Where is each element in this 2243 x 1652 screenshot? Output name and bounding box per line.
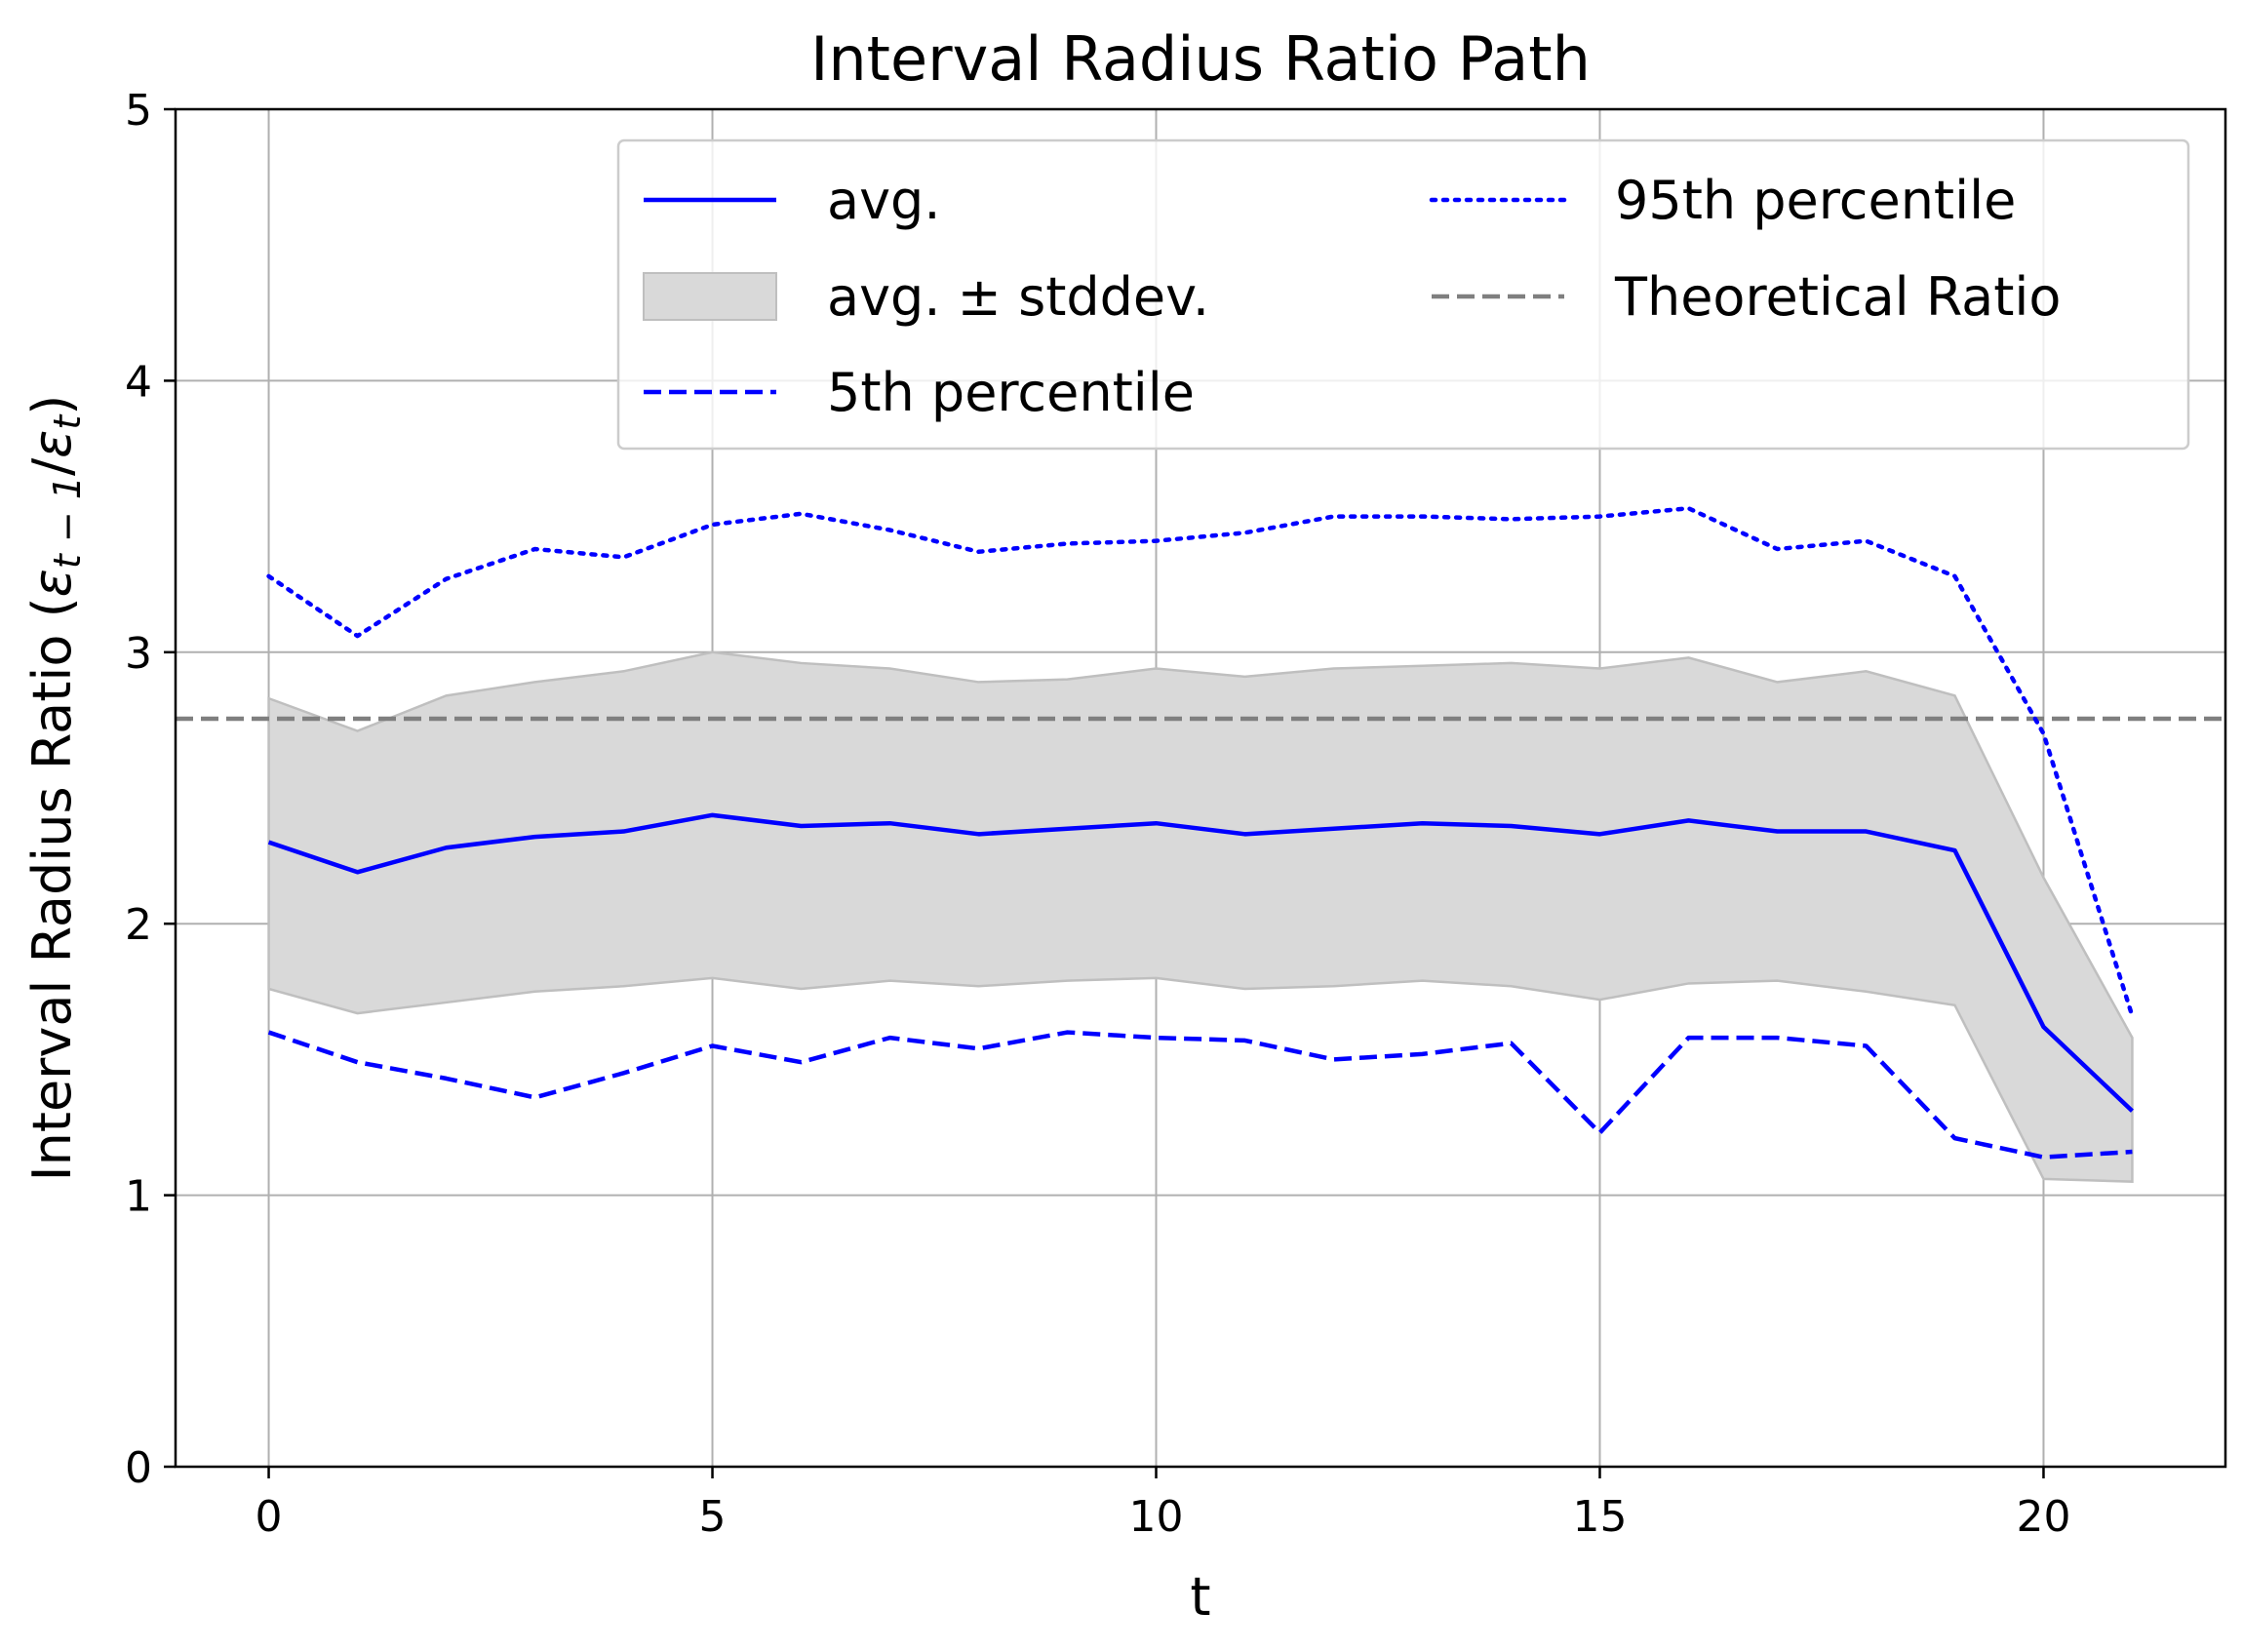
y-tick-label: 2 [125,900,152,950]
series-layer [266,505,2135,1160]
stddev-band-layer [267,650,2134,1183]
y-tick-label: 0 [125,1443,152,1493]
y-axis-label-sub-num: t − 1 [46,476,89,569]
y-axis-label-sub-den: t [46,413,89,430]
legend: avg. avg. ± stddev. 5th percentile 95th per… [616,138,2190,451]
plot-frame [174,107,2227,1469]
legend-label: Theoretical Ratio [1614,266,2061,328]
legend-label: 95th percentile [1615,170,2016,231]
x-tick-label: 5 [699,1492,727,1542]
y-tick-label: 3 [125,629,152,679]
chart-title: Interval Radius Ratio Path [810,23,1591,95]
x-tick-label: 15 [1572,1492,1627,1542]
y-axis-label-prefix: Interval Radius Ratio ( [21,597,83,1181]
y-tick-label: 5 [125,86,152,136]
series-line-avg- [267,812,2135,1113]
x-tick-label: 0 [256,1492,283,1542]
y-tick-label: 1 [125,1172,152,1222]
y-tick-label: 4 [125,357,152,407]
legend-swatch-band [643,272,777,321]
y-axis-label-slash: / [21,457,83,476]
y-axis-label-eps-den: ε [21,430,83,458]
y-axis-label-eps-num: ε [21,569,83,597]
y-axis-label-suffix: ) [21,395,83,415]
legend-box [616,138,2190,451]
stddev-band [267,650,2134,1183]
legend-label: 5th percentile [827,362,1195,423]
series-line-95th-percentile [266,505,2135,1019]
x-tick-label: 20 [2016,1492,2070,1542]
x-tick-label: 10 [1129,1492,1184,1542]
series-line-5th-percentile [267,1030,2133,1160]
legend-label: avg. ± stddev. [827,266,1209,328]
x-axis-label: t [1190,1566,1210,1628]
legend-label: avg. [827,170,941,231]
ticks: 0 5 10 15 20 0 1 2 3 4 5 [125,86,2070,1542]
y-axis-label: Interval Radius Ratio (εt − 1/εt) [21,395,89,1182]
